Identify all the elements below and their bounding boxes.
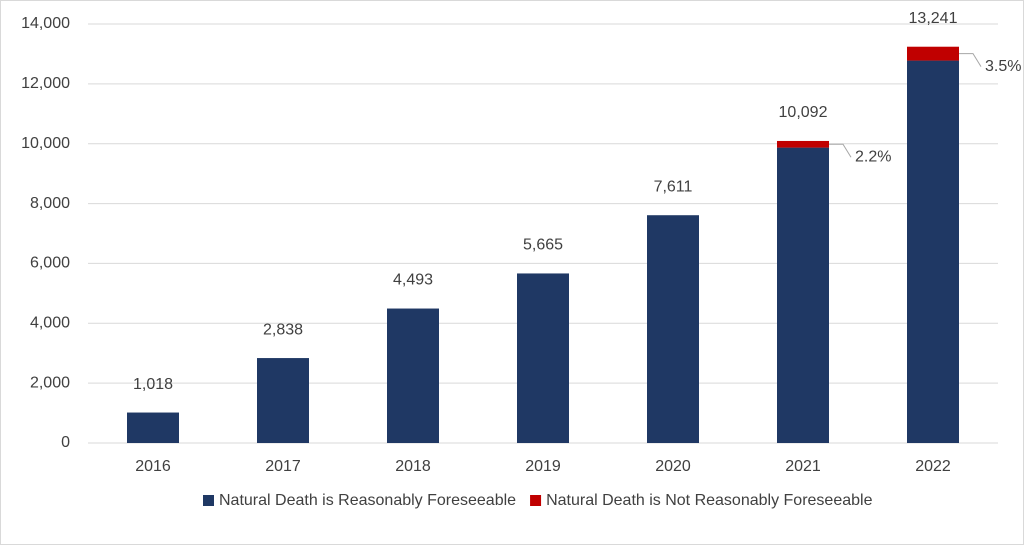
- total-label: 10,092: [779, 104, 828, 121]
- x-tick-label: 2020: [655, 458, 691, 475]
- value-label: 3.5%: [985, 58, 1021, 75]
- bar-segment: [387, 308, 439, 443]
- total-label: 13,241: [909, 10, 958, 27]
- x-tick-label: 2021: [785, 458, 821, 475]
- total-label: 5,665: [523, 237, 563, 254]
- x-tick-label: 2018: [395, 458, 431, 475]
- y-tick-label: 0: [61, 434, 70, 451]
- y-tick-label: 4,000: [30, 315, 70, 332]
- bar-segment: [257, 358, 309, 443]
- y-tick-label: 10,000: [21, 135, 70, 152]
- label-leader: [959, 53, 982, 67]
- total-label: 7,611: [654, 178, 693, 195]
- bar-segment: [517, 273, 569, 443]
- bar-segment: [127, 412, 179, 443]
- legend-label: Natural Death is Not Reasonably Foreseea…: [546, 492, 873, 509]
- x-tick-label: 2017: [265, 458, 301, 475]
- y-tick-label: 2,000: [30, 374, 70, 391]
- bar-segment: [907, 60, 959, 443]
- total-label: 1,018: [133, 376, 173, 393]
- x-tick-label: 2016: [135, 458, 171, 475]
- x-tick-label: 2019: [525, 458, 561, 475]
- legend-label: Natural Death is Reasonably Foreseeable: [219, 492, 516, 509]
- value-label: 2.2%: [855, 149, 891, 166]
- x-tick-label: 2022: [915, 458, 951, 475]
- y-tick-label: 8,000: [30, 195, 70, 212]
- bar-segment: [907, 46, 959, 61]
- total-label: 4,493: [393, 272, 433, 289]
- y-tick-label: 6,000: [30, 255, 70, 272]
- bar-segment: [777, 147, 829, 444]
- y-tick-label: 14,000: [21, 15, 70, 32]
- y-tick-label: 12,000: [21, 75, 70, 92]
- legend-swatch: [203, 495, 214, 506]
- bar-segment: [777, 140, 829, 148]
- total-label: 2,838: [263, 321, 303, 338]
- label-leader: [829, 143, 852, 158]
- legend-swatch: [530, 495, 542, 506]
- bar-segment: [647, 215, 699, 443]
